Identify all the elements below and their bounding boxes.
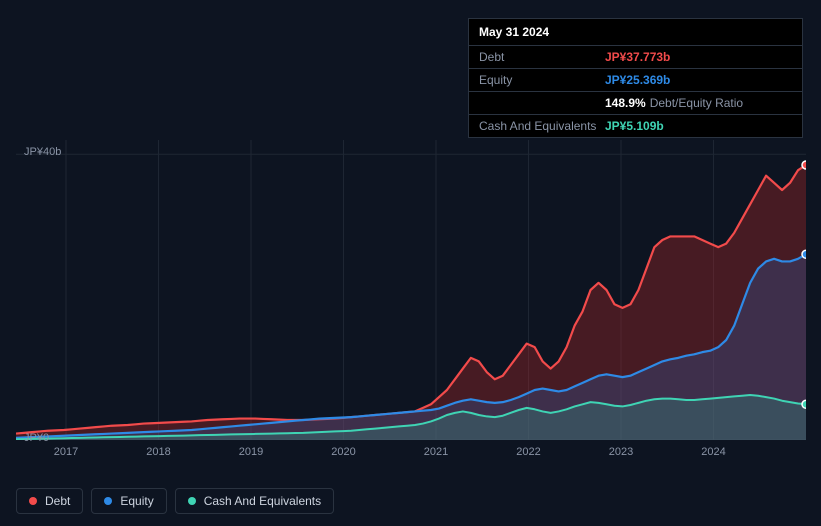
x-axis-tick: 2021 <box>424 446 448 458</box>
x-axis-tick: 2023 <box>609 446 633 458</box>
tooltip-label: Equity <box>479 73 605 87</box>
legend-dot-icon <box>29 497 37 505</box>
legend: Debt Equity Cash And Equivalents <box>16 488 334 514</box>
legend-dot-icon <box>188 497 196 505</box>
legend-label: Equity <box>120 494 153 508</box>
tooltip-ratio: 148.9% Debt/Equity Ratio <box>605 96 792 110</box>
x-axis-tick: 2022 <box>516 446 540 458</box>
chart-tooltip: May 31 2024 Debt JP¥37.773b Equity JP¥25… <box>468 18 803 138</box>
ratio-percent: 148.9% <box>605 96 646 110</box>
y-axis-tick: JP¥40b <box>24 146 61 158</box>
x-axis-tick: 2017 <box>54 446 78 458</box>
tooltip-row-ratio: 148.9% Debt/Equity Ratio <box>469 92 802 115</box>
y-axis-tick: JP¥0 <box>24 432 49 444</box>
legend-label: Cash And Equivalents <box>204 494 321 508</box>
tooltip-date: May 31 2024 <box>469 19 802 46</box>
tooltip-label: Cash And Equivalents <box>479 119 605 133</box>
legend-item-debt[interactable]: Debt <box>16 488 83 514</box>
tooltip-row-equity: Equity JP¥25.369b <box>469 69 802 92</box>
tooltip-row-debt: Debt JP¥37.773b <box>469 46 802 69</box>
x-axis-tick: 2019 <box>239 446 263 458</box>
chart-plot[interactable] <box>16 140 806 440</box>
x-axis-tick: 2020 <box>331 446 355 458</box>
x-axis-tick: 2018 <box>146 446 170 458</box>
legend-dot-icon <box>104 497 112 505</box>
legend-item-equity[interactable]: Equity <box>91 488 166 514</box>
tooltip-row-cash: Cash And Equivalents JP¥5.109b <box>469 115 802 137</box>
legend-item-cash[interactable]: Cash And Equivalents <box>175 488 334 514</box>
tooltip-label: Debt <box>479 50 605 64</box>
tooltip-label <box>479 96 605 110</box>
tooltip-value: JP¥37.773b <box>605 50 792 64</box>
tooltip-value: JP¥25.369b <box>605 73 792 87</box>
x-axis-tick: 2024 <box>701 446 725 458</box>
legend-label: Debt <box>45 494 70 508</box>
ratio-text: Debt/Equity Ratio <box>650 96 743 110</box>
tooltip-value: JP¥5.109b <box>605 119 792 133</box>
chart-container: JP¥40b JP¥0 2017 2018 2019 2020 2021 2022 2023 2… <box>16 120 806 470</box>
